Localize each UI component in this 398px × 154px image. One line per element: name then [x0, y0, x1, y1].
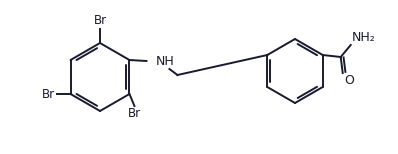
Text: NH: NH [156, 55, 174, 67]
Text: Br: Br [41, 87, 55, 101]
Text: Br: Br [128, 107, 141, 120]
Text: O: O [345, 74, 355, 87]
Text: NH₂: NH₂ [352, 31, 375, 44]
Text: Br: Br [94, 14, 107, 27]
